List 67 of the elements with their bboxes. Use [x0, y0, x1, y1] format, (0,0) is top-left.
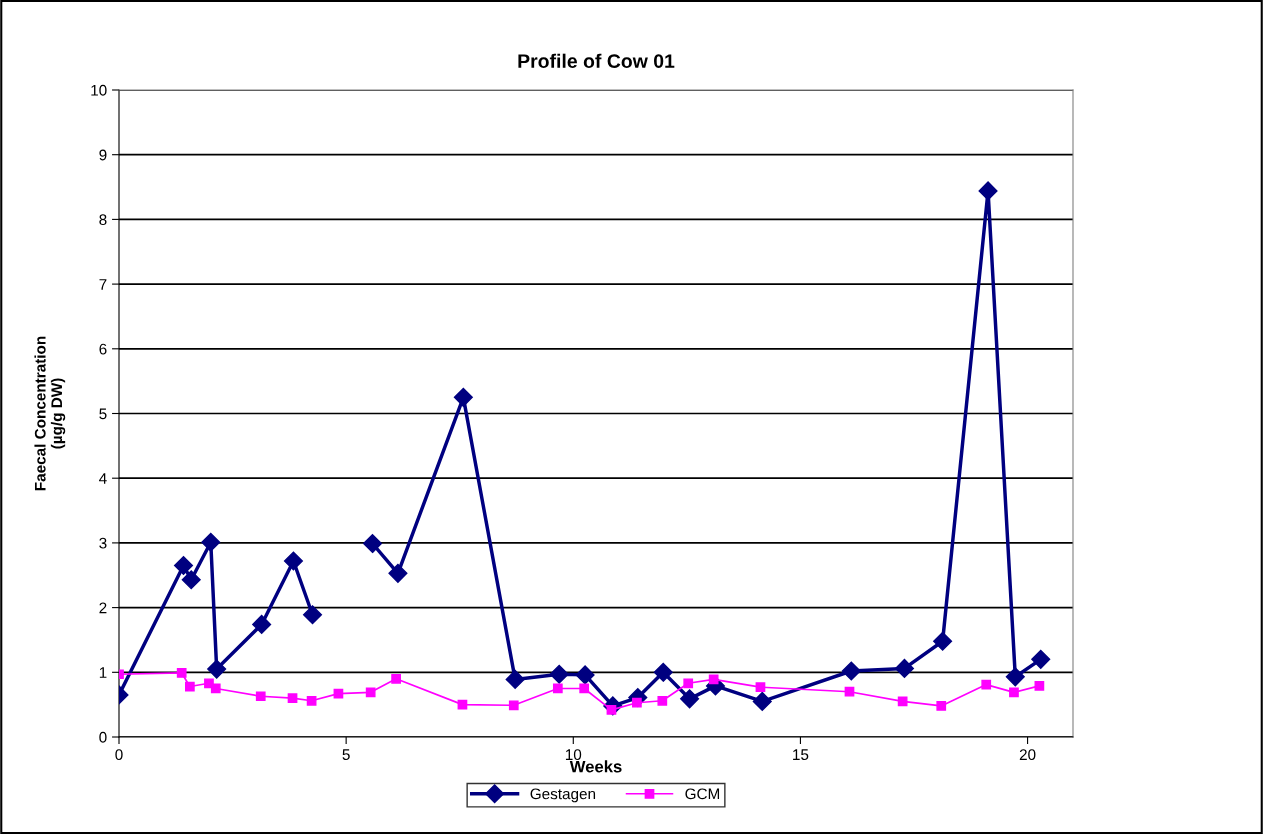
point: [283, 551, 303, 571]
point: [207, 659, 227, 679]
point: [176, 668, 187, 678]
point: [708, 674, 719, 685]
point: [505, 669, 525, 689]
y-tick-label: 10: [91, 84, 107, 96]
point: [844, 686, 855, 697]
point: [255, 691, 266, 702]
point: [210, 683, 221, 694]
point: [552, 683, 563, 694]
point: [752, 691, 772, 711]
x-tick-label: 0: [115, 749, 123, 761]
point: [388, 563, 408, 583]
point: [978, 181, 998, 201]
point: [362, 534, 383, 554]
y-tick-label: 3: [99, 537, 107, 549]
chart-title: Profile of Cow 01: [518, 53, 675, 68]
point: [287, 693, 298, 704]
point: [173, 556, 194, 576]
point: [508, 700, 519, 711]
x-axis-title: Weeks: [569, 760, 622, 773]
x-tick-label: 10: [565, 749, 582, 761]
y-tick-label: 4: [99, 473, 107, 484]
point: [897, 696, 908, 707]
y-tick-label: 0: [99, 731, 107, 743]
point: [981, 679, 992, 690]
point: [1031, 649, 1051, 669]
x-tick-label: 20: [1019, 749, 1036, 761]
point: [894, 658, 914, 678]
y-tick-label: 2: [99, 602, 107, 614]
y-axis-title: Faecal Concentration (µg/g DW): [34, 336, 66, 491]
point: [201, 532, 221, 552]
point: [333, 688, 344, 699]
x-tick-label: 15: [793, 749, 809, 761]
y-tick-label: 1: [99, 667, 107, 678]
point: [933, 631, 953, 651]
point: [683, 678, 694, 689]
point: [306, 695, 317, 706]
point: [575, 665, 595, 685]
point: [204, 678, 214, 689]
point: [453, 387, 473, 407]
point: [657, 695, 668, 706]
point: [841, 661, 861, 681]
point: [457, 699, 468, 710]
y-tick-label: 7: [99, 279, 107, 290]
point: [936, 701, 947, 711]
point: [1009, 687, 1019, 698]
point: [302, 605, 323, 625]
point: [579, 683, 590, 694]
point: [365, 687, 376, 698]
legend-label: Gestagen: [530, 788, 596, 803]
point: [549, 664, 569, 684]
point: [181, 570, 201, 590]
y-tick-label: 6: [99, 343, 107, 355]
point: [185, 681, 195, 692]
y-tick-label: 9: [99, 149, 107, 161]
point: [391, 673, 401, 684]
point: [653, 662, 673, 682]
y-tick-label: 8: [99, 214, 107, 226]
legend-label: GCM: [685, 788, 720, 800]
point: [680, 689, 700, 709]
point: [1034, 681, 1045, 691]
point: [1005, 667, 1025, 687]
x-tick-label: 5: [342, 749, 350, 761]
point: [252, 614, 272, 634]
y-tick-label: 5: [99, 408, 107, 420]
point: [755, 682, 766, 693]
